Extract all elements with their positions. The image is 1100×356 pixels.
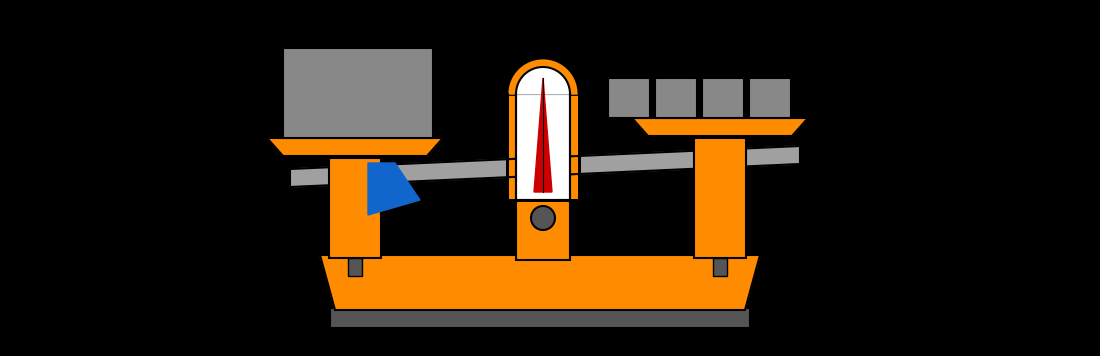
Bar	[608, 78, 650, 118]
Bar	[713, 258, 727, 276]
Circle shape	[531, 206, 556, 230]
Polygon shape	[290, 146, 800, 187]
Bar	[654, 78, 697, 118]
Bar	[516, 94, 570, 200]
Bar	[329, 158, 381, 258]
Bar	[283, 48, 433, 138]
Polygon shape	[516, 67, 570, 94]
Polygon shape	[320, 255, 760, 310]
Polygon shape	[507, 58, 579, 94]
Polygon shape	[267, 138, 443, 156]
Polygon shape	[632, 118, 808, 136]
Bar	[330, 308, 750, 328]
Bar	[749, 78, 791, 118]
Polygon shape	[534, 78, 552, 192]
Bar	[702, 78, 744, 118]
Bar	[348, 258, 362, 276]
Bar	[516, 200, 570, 260]
Bar	[694, 138, 746, 258]
Bar	[507, 94, 579, 200]
Polygon shape	[368, 163, 420, 215]
